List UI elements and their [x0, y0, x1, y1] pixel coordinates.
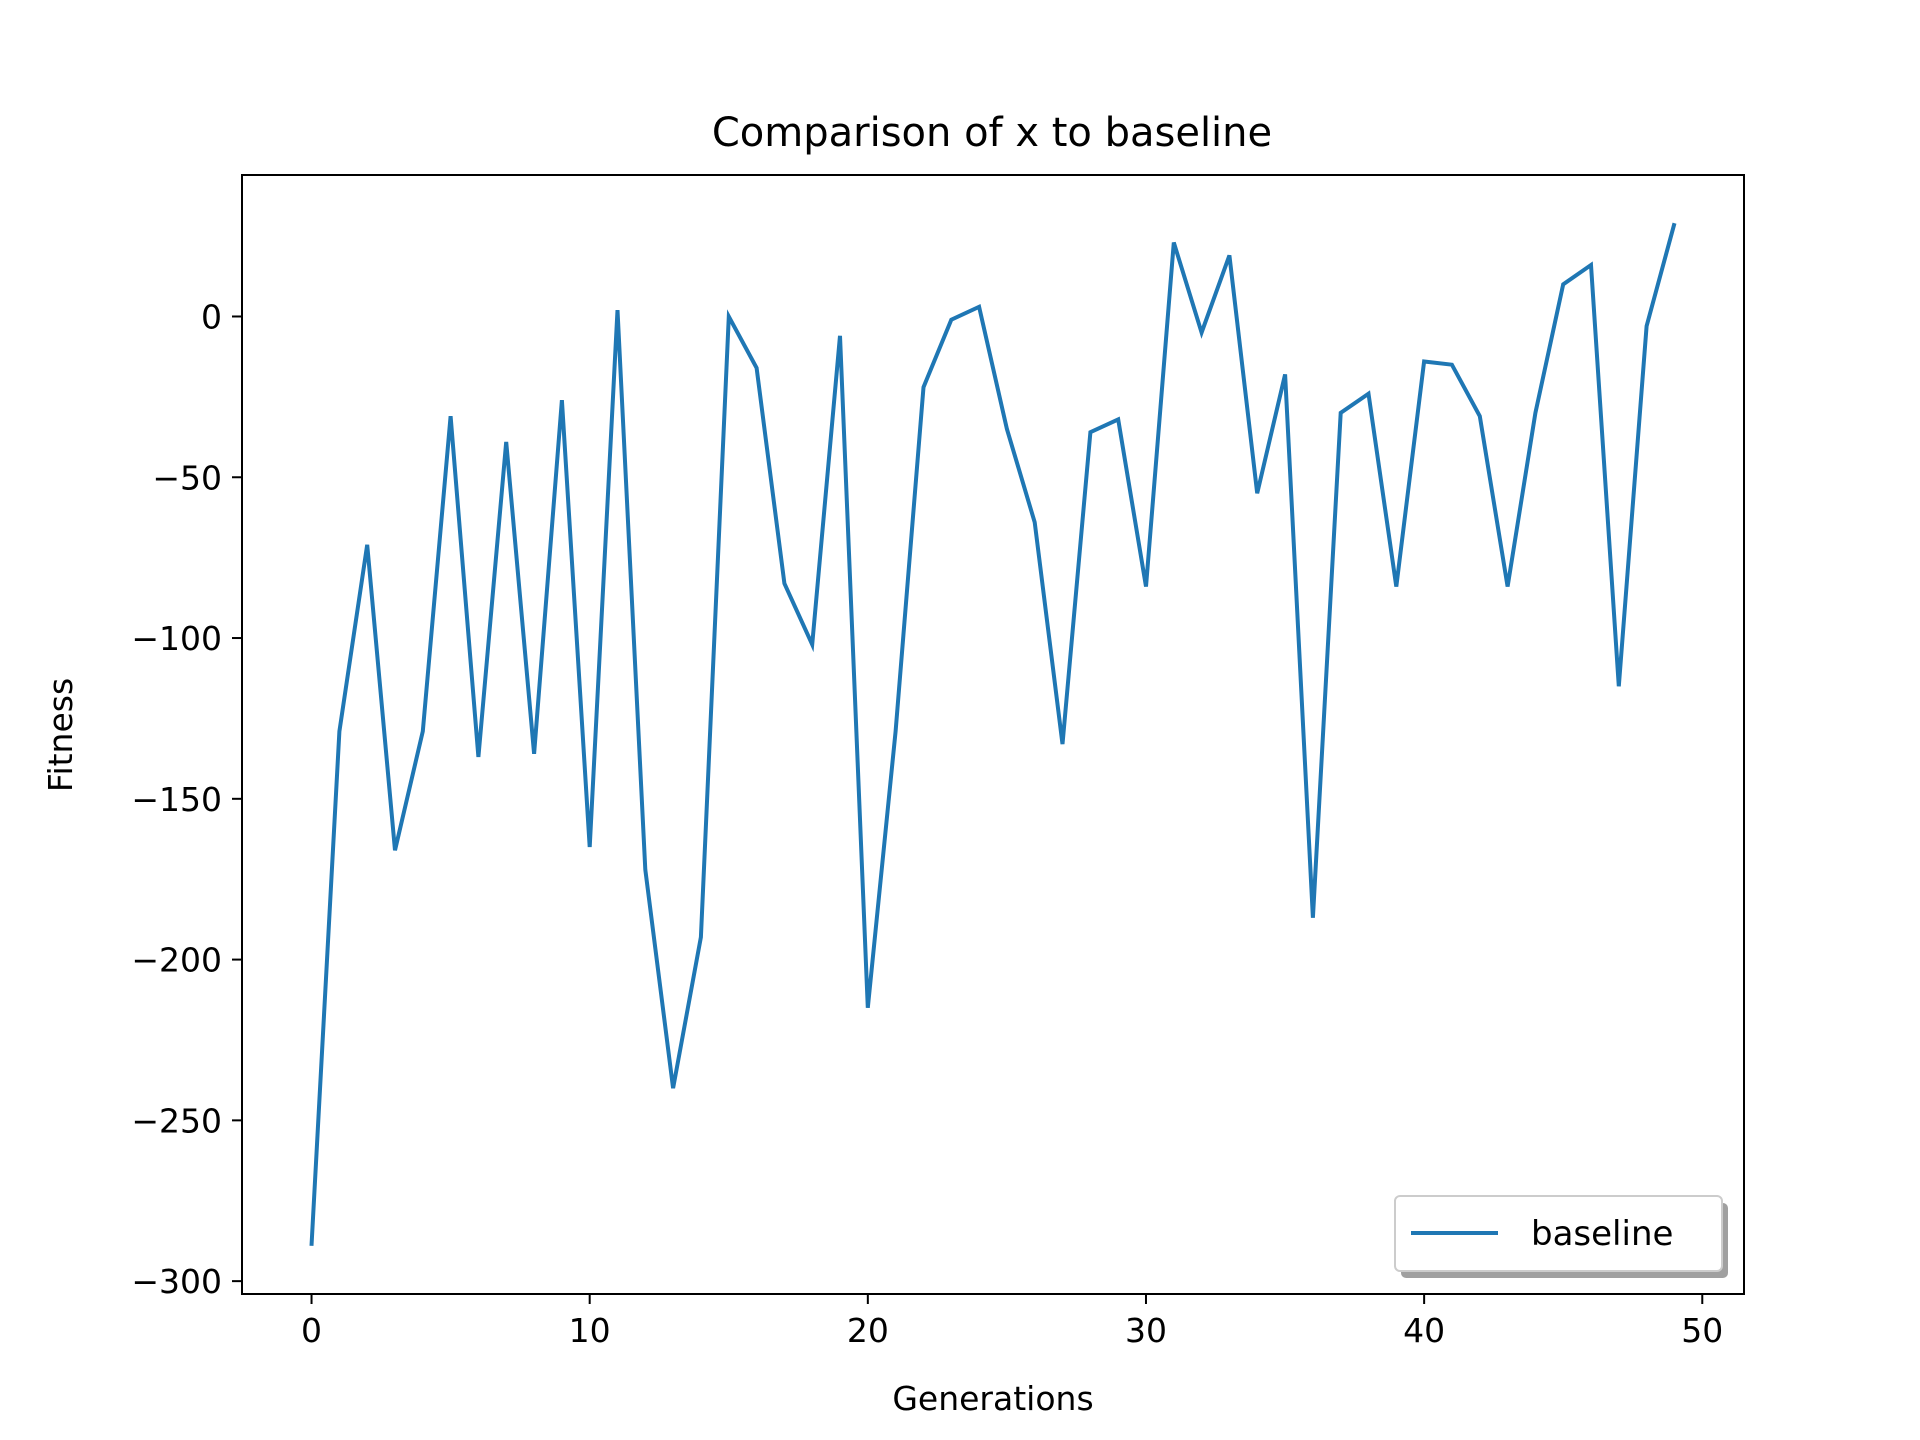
x-tick-label-1: 10 — [569, 1311, 611, 1350]
x-tick-label-5: 50 — [1681, 1311, 1723, 1350]
x-tick-label-4: 40 — [1403, 1311, 1445, 1350]
x-axis-label: Generations — [892, 1379, 1093, 1418]
series-lines — [309, 222, 1677, 1246]
x-tick-label-2: 20 — [847, 1311, 889, 1350]
y-axis-label: Fitness — [41, 678, 80, 792]
y-tick-label-0: −300 — [131, 1262, 222, 1301]
y-tick-label-2: −200 — [131, 941, 222, 980]
plot-area-frame — [241, 174, 1745, 1295]
legend-label-baseline: baseline — [1531, 1214, 1673, 1254]
legend-box — [1394, 1195, 1723, 1272]
x-tick-label-3: 30 — [1125, 1311, 1167, 1350]
y-tick-label-4: −100 — [131, 619, 222, 658]
y-tick-label-3: −150 — [131, 780, 222, 819]
series-line-baseline — [309, 222, 1677, 1246]
chart-title: Comparison of x to baseline — [712, 110, 1272, 156]
y-tick-label-6: 0 — [201, 297, 222, 336]
y-tick-label-1: −250 — [131, 1101, 222, 1140]
x-axis-ticks: 0 10 20 30 40 50 — [301, 1294, 1723, 1350]
legend: baseline — [1394, 1195, 1728, 1278]
y-axis-ticks: −300 −250 −200 −150 −100 −50 0 — [131, 297, 242, 1301]
x-tick-label-0: 0 — [301, 1311, 322, 1350]
y-tick-label-5: −50 — [152, 458, 222, 497]
